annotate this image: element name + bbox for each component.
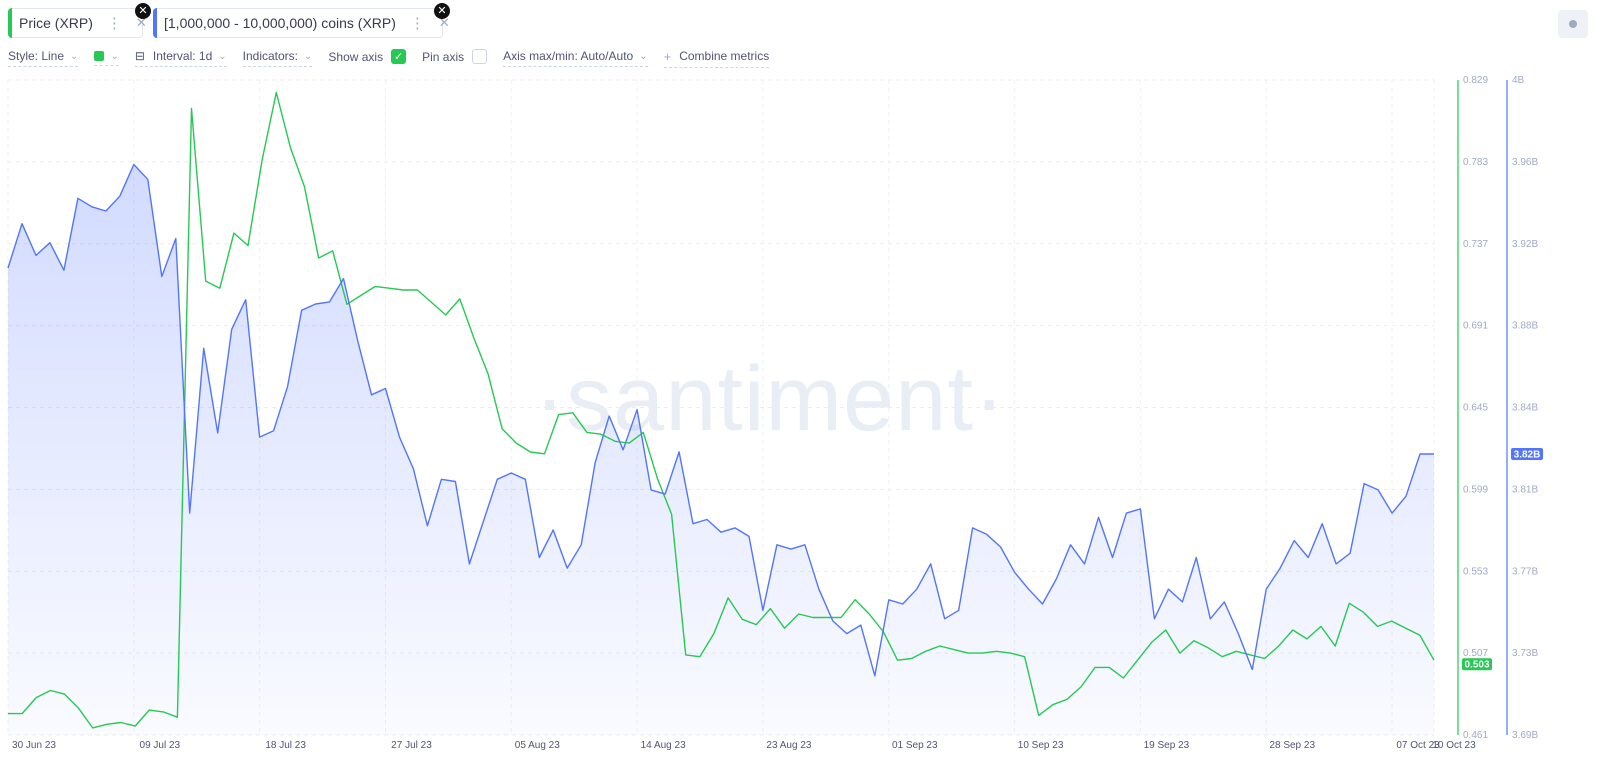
axis-maxmin-label: Axis max/min: Auto/Auto (503, 49, 634, 63)
y-tick-label: 0.829 (1463, 75, 1488, 86)
x-tick-label: 27 Jul 23 (391, 740, 432, 751)
y-tick-label: 0.599 (1463, 484, 1488, 495)
interval-dropdown[interactable]: ⊟ Interval: 1d ⌄ (134, 49, 227, 67)
style-dropdown[interactable]: Style: Line ⌄ (8, 49, 79, 67)
x-tick-label: 05 Aug 23 (515, 740, 560, 751)
metric-tab-label: [1,000,000 - 10,000,000) coins (XRP) (164, 15, 396, 31)
y-tick-label: 3.69B (1512, 730, 1538, 741)
combine-metrics-label: Combine metrics (679, 49, 770, 63)
x-axis-ticks: 30 Jun 23 09 Jul 23 18 Jul 23 27 Jul 23 05 A… (12, 740, 1476, 751)
y-tick-label: 3.88B (1512, 321, 1538, 332)
indicators-label: Indicators: (242, 49, 299, 63)
show-axis-label: Show axis (328, 49, 384, 64)
plus-icon: + (663, 48, 672, 64)
metric-tab-label: Price (XRP) (19, 15, 93, 31)
y-tick-label: 3.73B (1512, 648, 1538, 659)
remove-metric-icon[interactable]: ✕ (135, 15, 147, 30)
close-icon[interactable]: ✕ (135, 3, 151, 19)
chevron-down-icon: ⌄ (218, 50, 227, 62)
indicators-dropdown[interactable]: Indicators: ⌄ (242, 49, 313, 67)
x-tick-label: 14 Aug 23 (641, 740, 686, 751)
x-tick-label: 01 Sep 23 (892, 740, 938, 751)
y-tick-label: 3.84B (1512, 403, 1538, 414)
x-tick-label: 18 Jul 23 (265, 740, 306, 751)
y-tick-label: 0.645 (1463, 403, 1488, 414)
holdings-area (8, 164, 1434, 735)
y-tick-label: 3.77B (1512, 566, 1538, 577)
style-label: Style: Line (8, 49, 65, 63)
y-tick-label: 0.461 (1463, 730, 1488, 741)
y-tick-label: 0.783 (1463, 157, 1488, 168)
current-value-badge (1511, 447, 1543, 460)
y-tick-label: 3.92B (1512, 239, 1538, 250)
x-tick-label: 28 Sep 23 (1269, 740, 1315, 751)
metric-tab-price[interactable]: Price (XRP) ⋮ ✕ (8, 8, 147, 38)
series-color-bar (153, 8, 157, 38)
chevron-down-icon: ⌄ (70, 50, 79, 62)
y-tick-label: 0.737 (1463, 239, 1488, 250)
remove-metric-icon[interactable]: ✕ (438, 15, 450, 30)
checkbox-unchecked-icon[interactable] (472, 49, 488, 64)
current-value-label: 0.503 (1464, 660, 1489, 671)
x-tick-label: 07 Oct 23 (1396, 740, 1440, 751)
interval-label: Interval: 1d (152, 49, 213, 63)
y-tick-label: 0.507 (1463, 648, 1488, 659)
settings-button[interactable] (1558, 10, 1588, 38)
y-tick-label: 4B (1512, 75, 1525, 86)
more-options-icon[interactable]: ⋮ (409, 15, 425, 32)
metric-tab-holdings[interactable]: [1,000,000 - 10,000,000) coins (XRP) ⋮ ✕ (153, 8, 450, 38)
chevron-down-icon: ⌄ (304, 50, 313, 62)
series-line-price (8, 91, 1435, 729)
ruler-icon: ⊟ (134, 49, 145, 63)
y-tick-label: 3.81B (1512, 484, 1538, 495)
y-tick-label: 0.553 (1463, 566, 1488, 577)
combine-metrics-button[interactable]: + Combine metrics (663, 48, 770, 68)
x-tick-label: 10 Oct 23 (1432, 740, 1476, 751)
series-line-holdings (7, 163, 1434, 677)
y-tick-label: 0.691 (1463, 321, 1488, 332)
chevron-down-icon: ⌄ (110, 50, 119, 62)
chart-toolbar: Style: Line ⌄ ⌄ ⊟ Interval: 1d ⌄ Indicators… (8, 48, 785, 68)
series-lines (7, 91, 1435, 729)
x-tick-label: 30 Jun 23 (12, 740, 56, 751)
more-options-icon[interactable]: ⋮ (106, 15, 122, 32)
color-picker[interactable]: ⌄ (94, 50, 119, 66)
chevron-down-icon: ⌄ (639, 50, 648, 62)
axis-maxmin-dropdown[interactable]: Axis max/min: Auto/Auto ⌄ (503, 49, 648, 67)
holdings-area-fill (8, 164, 1434, 735)
y-tick-label: 3.96B (1512, 157, 1538, 168)
pin-axis-toggle[interactable]: Pin axis (422, 49, 488, 67)
x-tick-label: 23 Aug 23 (766, 740, 811, 751)
pin-axis-label: Pin axis (422, 49, 465, 64)
chart-axes: 0.829 0.783 0.737 0.691 0.645 0.599 0.553 0.507… (1457, 75, 1543, 741)
x-tick-label: 09 Jul 23 (140, 740, 181, 751)
x-tick-label: 19 Sep 23 (1144, 740, 1190, 751)
current-value-label: 3.82B (1514, 449, 1541, 460)
color-swatch (94, 51, 105, 61)
x-tick-label: 10 Sep 23 (1018, 740, 1064, 751)
close-icon[interactable]: ✕ (434, 3, 450, 19)
current-value-badge (1462, 658, 1492, 671)
checkbox-checked-icon[interactable]: ✓ (391, 49, 407, 64)
series-color-bar (8, 8, 12, 38)
show-axis-toggle[interactable]: Show axis ✓ (328, 49, 407, 67)
